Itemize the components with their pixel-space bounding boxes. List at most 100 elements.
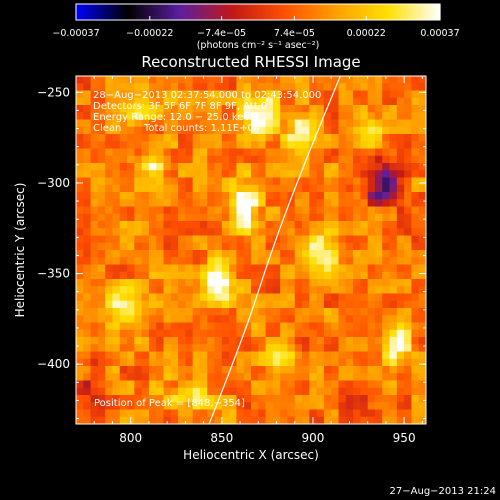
heatmap-cell (214, 250, 223, 258)
heatmap-cell (287, 358, 296, 367)
heatmap-cell (323, 177, 332, 186)
heatmap-cell (360, 242, 369, 251)
heatmap-cell (112, 134, 121, 142)
heatmap-cell (338, 315, 347, 323)
heatmap-cell (331, 416, 339, 424)
heatmap-cell (353, 242, 361, 251)
heatmap-cell (119, 148, 128, 157)
heatmap-cell (280, 409, 288, 418)
heatmap-cell (163, 271, 172, 280)
heatmap-cell (207, 184, 216, 193)
heatmap-cell (367, 148, 376, 157)
heatmap-cell (170, 337, 179, 345)
heatmap-cell (338, 366, 347, 374)
heatmap-cell (119, 199, 128, 207)
heatmap-cell (302, 315, 310, 323)
heatmap-cell (97, 213, 106, 222)
heatmap-cell (90, 105, 99, 113)
heatmap-cell (199, 286, 208, 294)
colorbar-tick-label: 0.00037 (420, 28, 459, 39)
heatmap-cell (345, 308, 354, 316)
heatmap-cell (316, 141, 325, 149)
heatmap-cell (178, 170, 186, 178)
heatmap-cell (265, 380, 274, 389)
heatmap-cell (396, 242, 405, 251)
heatmap-cell (76, 271, 84, 280)
heatmap-cell (331, 366, 339, 374)
heatmap-cell (207, 83, 216, 91)
heatmap-cell (134, 126, 143, 135)
heatmap-cell (229, 213, 237, 222)
heatmap-cell (141, 250, 150, 258)
heatmap-cell (265, 177, 274, 186)
heatmap-cell (418, 315, 426, 323)
heatmap-cell (287, 395, 296, 403)
heatmap-cell (287, 300, 296, 309)
heatmap-cell (192, 170, 201, 178)
heatmap-cell (382, 192, 391, 200)
heatmap-cell (331, 184, 339, 193)
heatmap-cell (170, 112, 179, 120)
heatmap-cell (316, 250, 325, 258)
heatmap-cell (404, 90, 412, 99)
heatmap-cell (199, 134, 208, 142)
heatmap-cell (367, 308, 376, 316)
heatmap-cell (229, 402, 237, 410)
heatmap-cell (199, 300, 208, 309)
heatmap-cell (345, 271, 354, 280)
heatmap-cell (112, 126, 121, 135)
heatmap-cell (316, 242, 325, 251)
heatmap-cell (221, 83, 230, 91)
heatmap-cell (236, 402, 245, 410)
heatmap-cell (221, 402, 230, 410)
heatmap-cell (287, 134, 296, 142)
heatmap-cell (323, 373, 332, 381)
heatmap-cell (374, 329, 383, 338)
heatmap-cell (258, 315, 267, 323)
heatmap-cell (353, 358, 361, 367)
heatmap-cell (280, 257, 288, 265)
heatmap-cell (331, 279, 339, 287)
heatmap-cell (389, 402, 398, 410)
heatmap-cell (294, 286, 303, 294)
heatmap-cell (309, 293, 318, 302)
heatmap-cell (185, 199, 194, 207)
heatmap-cell (316, 286, 325, 294)
colorbar-segment (81, 4, 85, 20)
heatmap-cell (105, 380, 113, 389)
heatmap-cell (83, 300, 92, 309)
heatmap-cell (404, 177, 412, 186)
colorbar-segment (333, 4, 337, 20)
heatmap-cell (382, 105, 391, 113)
heatmap-cell (360, 228, 369, 236)
heatmap-cell (185, 257, 194, 265)
heatmap-cell (214, 242, 223, 251)
heatmap-cell (97, 105, 106, 113)
heatmap-cell (389, 126, 398, 135)
heatmap-cell (127, 257, 135, 265)
heatmap-cell (411, 322, 420, 331)
heatmap-cell (251, 286, 259, 294)
heatmap-cell (396, 387, 405, 396)
heatmap-cell (367, 257, 376, 265)
heatmap-cell (170, 155, 179, 164)
heatmap-cell (199, 177, 208, 186)
heatmap-cell (192, 344, 201, 352)
heatmap-cell (134, 148, 143, 157)
heatmap-cell (97, 206, 106, 215)
heatmap-cell (105, 199, 113, 207)
colorbar-segment (398, 4, 402, 20)
heatmap-cell (236, 199, 245, 207)
heatmap-cell (272, 409, 281, 418)
heatmap-cell (243, 380, 252, 389)
heatmap-cell (207, 163, 216, 171)
heatmap-cell (323, 97, 332, 106)
heatmap-cell (367, 264, 376, 273)
heatmap-cell (418, 387, 426, 396)
heatmap-cell (418, 221, 426, 229)
heatmap-cell (156, 177, 164, 186)
heatmap-cell (418, 206, 426, 215)
colorbar-segment (182, 4, 186, 20)
heatmap-cell (309, 141, 318, 149)
heatmap-cell (221, 228, 230, 236)
